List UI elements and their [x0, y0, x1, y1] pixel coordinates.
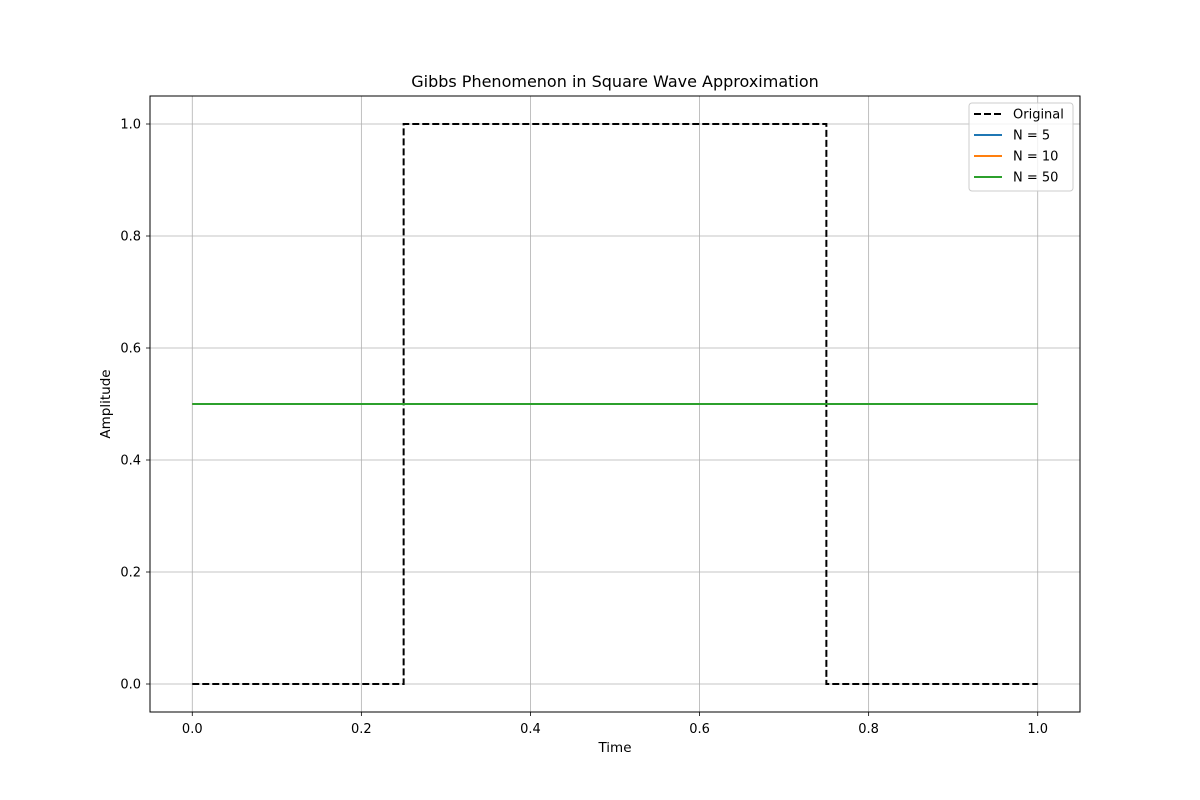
- series-line-original: [192, 123, 1038, 685]
- x-tick-label: 0.0: [182, 722, 203, 737]
- y-tick-label: 0.0: [120, 678, 141, 693]
- legend-label: Original: [1013, 108, 1064, 123]
- series-layer: [192, 123, 1038, 685]
- legend-box: [968, 102, 1074, 192]
- x-tick-label: 0.4: [520, 722, 541, 737]
- x-tick-label: 0.8: [858, 722, 879, 737]
- x-axis-label: Time: [597, 740, 631, 756]
- ticks: 0.0 0.2 0.4 0.6 0.8 1.0 0.0 0.2 0.4 0.6 0.8 1.0: [120, 118, 1048, 738]
- legend: Original N = 5 N = 10 N = 50: [968, 102, 1074, 192]
- y-tick-label: 0.2: [120, 566, 141, 581]
- x-tick-label: 0.6: [689, 722, 710, 737]
- y-tick-label: 0.6: [120, 342, 141, 357]
- y-tick-label: 0.8: [120, 230, 141, 245]
- y-axis-label: Amplitude: [98, 369, 114, 438]
- legend-label: N = 10: [1013, 150, 1058, 165]
- y-tick-label: 0.4: [120, 454, 141, 469]
- legend-label: N = 5: [1013, 129, 1050, 144]
- x-tick-label: 1.0: [1027, 722, 1048, 737]
- chart-title: Gibbs Phenomenon in Square Wave Approxim…: [411, 72, 819, 91]
- x-tick-label: 0.2: [351, 722, 372, 737]
- axes-frame: [149, 95, 1081, 713]
- legend-label: N = 50: [1013, 171, 1058, 186]
- y-tick-label: 1.0: [120, 118, 141, 133]
